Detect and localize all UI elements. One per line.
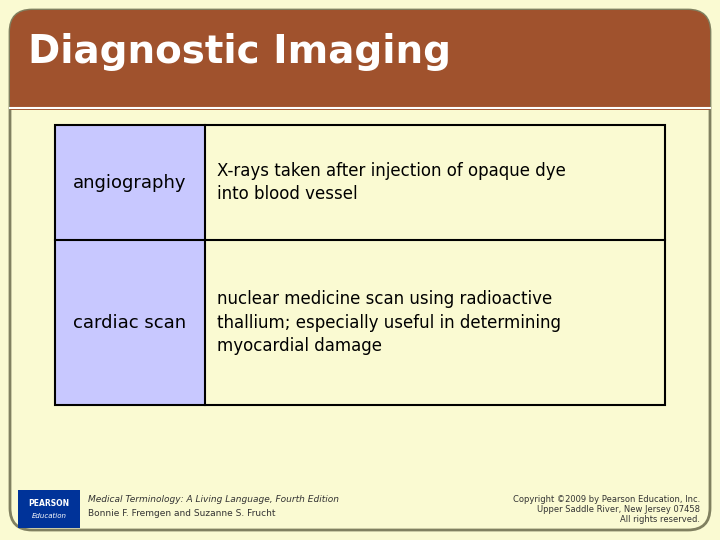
Bar <box>55 240 205 405</box>
Text: PEARSON: PEARSON <box>28 498 70 508</box>
Text: Copyright ©2009 by Pearson Education, Inc.: Copyright ©2009 by Pearson Education, In… <box>513 496 700 504</box>
Text: X-rays taken after injection of opaque dye
into blood vessel: X-rays taken after injection of opaque d… <box>217 161 566 203</box>
FancyBboxPatch shape <box>10 10 710 110</box>
Text: Bonnie F. Fremgen and Suzanne S. Frucht: Bonnie F. Fremgen and Suzanne S. Frucht <box>88 510 276 518</box>
Bar <box>10 80 710 110</box>
Bar <box>55 125 665 405</box>
FancyBboxPatch shape <box>10 10 710 530</box>
Text: Education: Education <box>32 513 66 519</box>
Bar <box>55 125 205 240</box>
Text: nuclear medicine scan using radioactive
thallium; especially useful in determini: nuclear medicine scan using radioactive … <box>217 290 561 355</box>
Text: Upper Saddle River, New Jersey 07458: Upper Saddle River, New Jersey 07458 <box>537 505 700 515</box>
Text: Medical Terminology: A Living Language, Fourth Edition: Medical Terminology: A Living Language, … <box>88 496 339 504</box>
Bar <box>18 490 80 528</box>
Text: angiography: angiography <box>73 173 186 192</box>
Text: Diagnostic Imaging: Diagnostic Imaging <box>28 33 451 71</box>
Text: cardiac scan: cardiac scan <box>73 314 186 332</box>
Text: All rights reserved.: All rights reserved. <box>620 516 700 524</box>
